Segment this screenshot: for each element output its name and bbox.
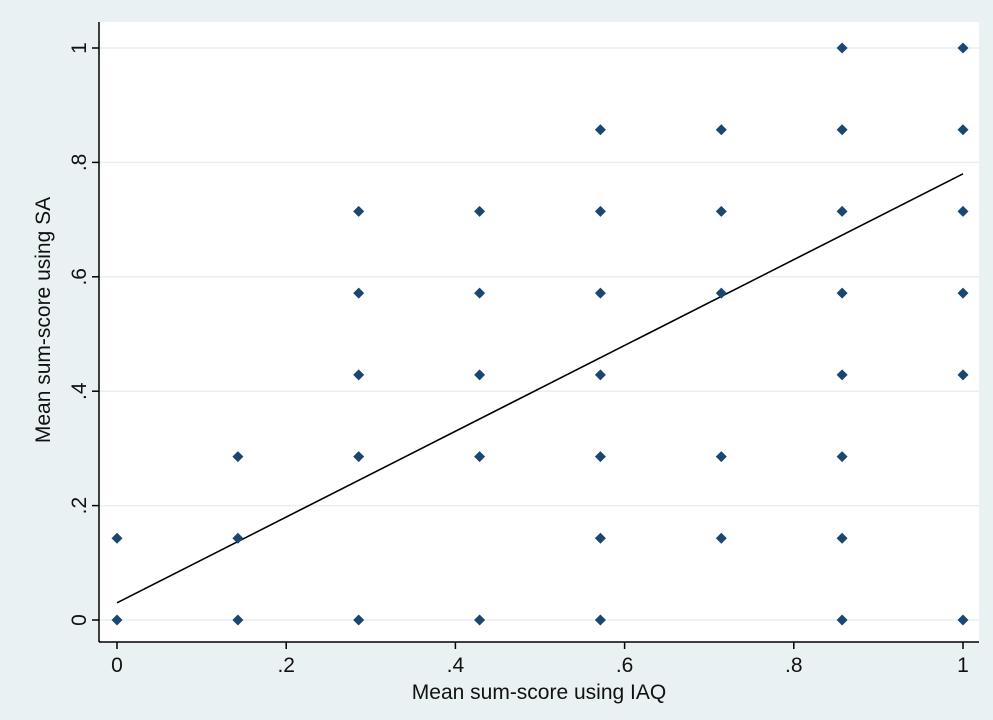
scatter-point	[957, 205, 969, 217]
scatter-point	[836, 287, 848, 299]
scatter-point	[353, 614, 365, 626]
y-tick-label: 0	[68, 614, 91, 626]
y-axis-title: Mean sum-score using SA	[32, 197, 55, 443]
tick-layer: 0 .2 .4 .6 .8 1 0 .2 .4 .6 .8 1	[68, 42, 969, 677]
x-axis-title: Mean sum-score using IAQ	[412, 681, 666, 704]
scatter-point	[715, 124, 727, 136]
scatter-point	[836, 369, 848, 381]
x-tick-label: 1	[957, 654, 969, 677]
x-tick-label: .8	[785, 654, 803, 677]
scatter-point	[353, 451, 365, 463]
scatter-point	[957, 369, 969, 381]
scatter-point	[836, 42, 848, 54]
scatter-point	[594, 614, 606, 626]
y-tick-label: .4	[68, 382, 91, 400]
scatter-point	[232, 614, 244, 626]
y-tick-label: .2	[68, 497, 91, 515]
y-tick-label: .8	[68, 154, 91, 172]
scatter-point	[594, 451, 606, 463]
scatter-point	[957, 42, 969, 54]
scatter-point	[715, 532, 727, 544]
scatter-point	[836, 124, 848, 136]
fit-layer	[116, 173, 964, 604]
scatter-point	[594, 532, 606, 544]
scatter-point	[836, 205, 848, 217]
scatter-point	[474, 287, 486, 299]
scatter-point	[353, 369, 365, 381]
scatter-point	[836, 614, 848, 626]
scatter-point	[594, 124, 606, 136]
scatter-point	[353, 287, 365, 299]
scatter-point	[715, 451, 727, 463]
scatter-point	[474, 614, 486, 626]
scatter-point	[957, 287, 969, 299]
fit-line	[116, 173, 964, 604]
y-tick-label: .6	[68, 268, 91, 286]
scatter-point	[111, 614, 123, 626]
scatter-point	[957, 124, 969, 136]
x-tick-label: .4	[447, 654, 465, 677]
x-tick-label: .2	[277, 654, 295, 677]
plot-area	[99, 22, 979, 642]
scatter-point	[474, 451, 486, 463]
scatter-point	[474, 369, 486, 381]
scatter-point	[353, 205, 365, 217]
x-tick-label: .6	[616, 654, 634, 677]
scatter-point	[836, 451, 848, 463]
scatter-point	[836, 532, 848, 544]
axis-layer	[98, 22, 979, 643]
x-tick-label: 0	[111, 654, 123, 677]
grid-layer	[99, 47, 979, 621]
scatter-point	[474, 205, 486, 217]
y-tick-label: 1	[68, 42, 91, 54]
scatter-point	[594, 287, 606, 299]
point-layer	[111, 42, 969, 626]
scatter-point	[232, 532, 244, 544]
scatter-point	[957, 614, 969, 626]
scatter-point	[594, 205, 606, 217]
scatter-point	[111, 532, 123, 544]
scatter-point	[715, 287, 727, 299]
scatter-point	[715, 205, 727, 217]
scatter-point	[232, 451, 244, 463]
scatter-point	[594, 369, 606, 381]
